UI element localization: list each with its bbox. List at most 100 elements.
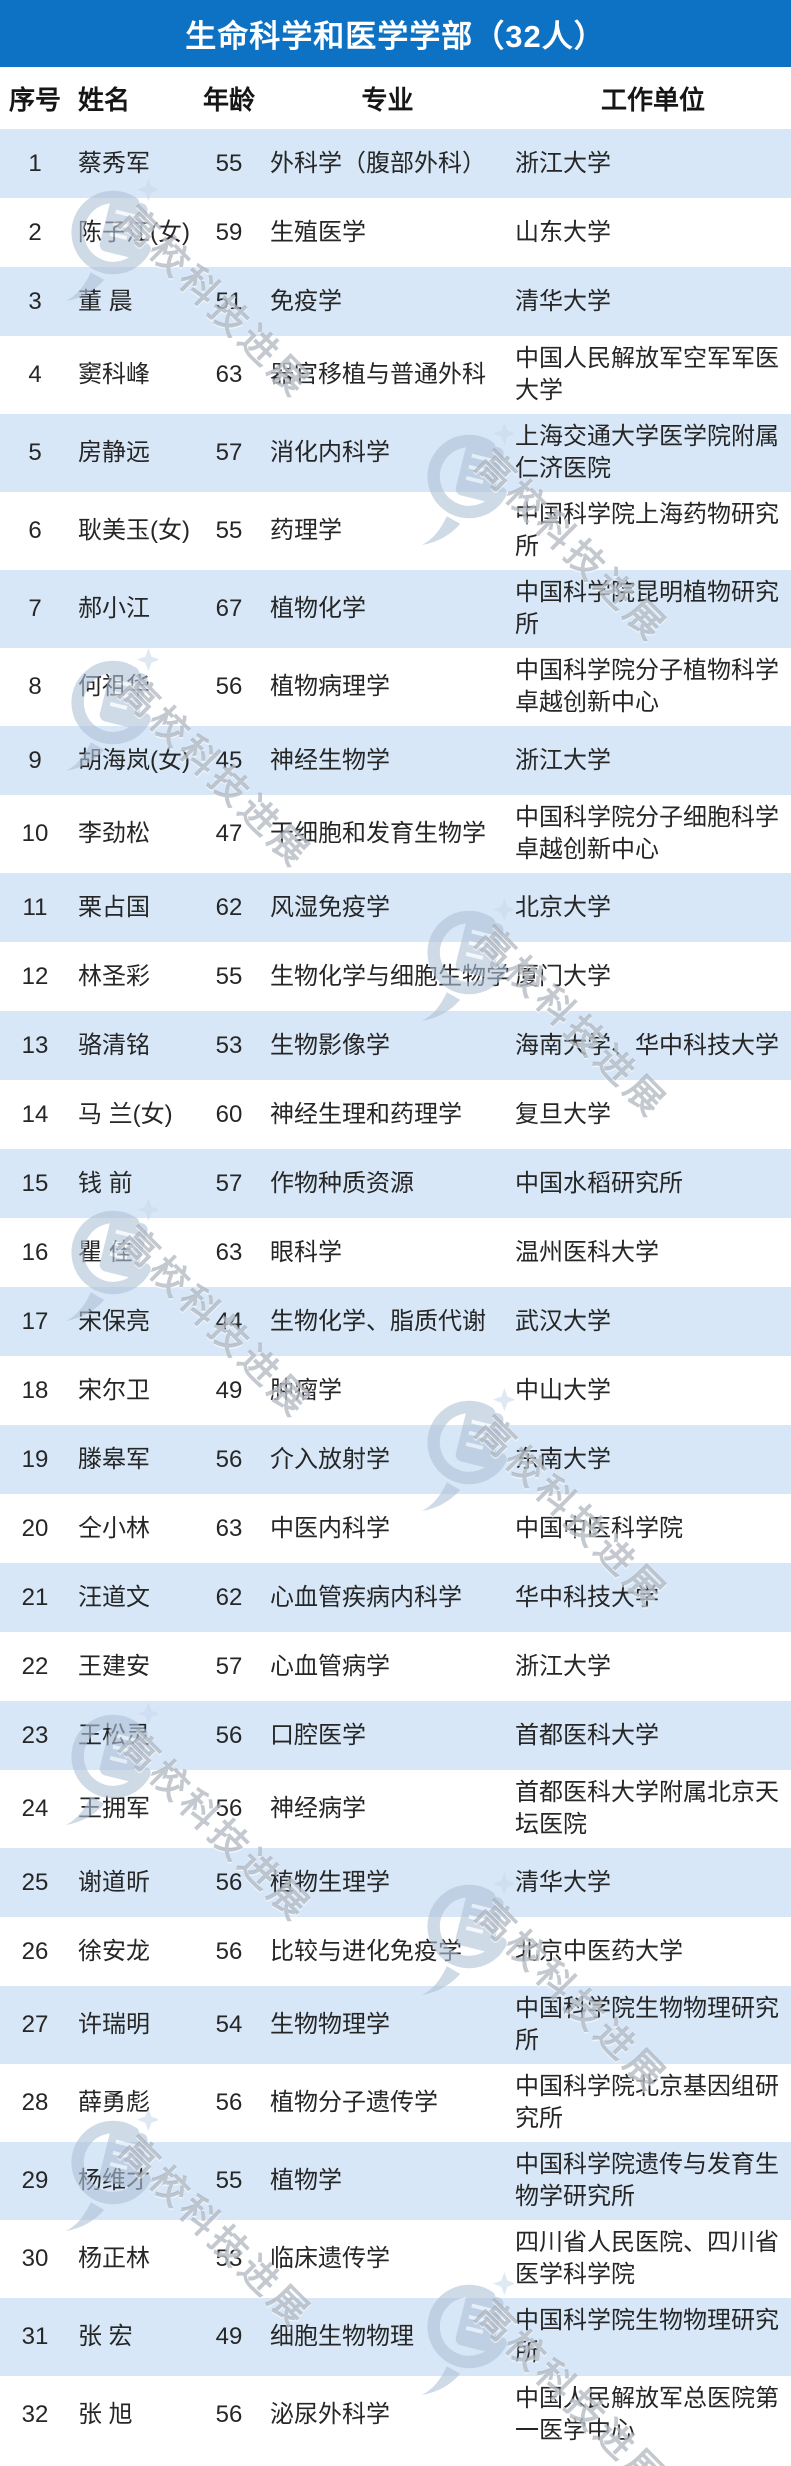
cell-no: 23 bbox=[21, 1721, 49, 1749]
cell-name: 马 兰(女) bbox=[78, 1100, 173, 1128]
cell-org: 中国科学院上海药物研究所 bbox=[515, 501, 779, 560]
cell-org: 厦门大学 bbox=[515, 962, 611, 990]
cell-org: 东南大学 bbox=[515, 1445, 611, 1473]
cell-age: 56 bbox=[215, 1937, 243, 1965]
cell-no: 14 bbox=[21, 1100, 49, 1128]
cell-name: 张 宏 bbox=[78, 2323, 133, 2350]
cell-no: 22 bbox=[21, 1652, 49, 1680]
cell-major: 心血管疾病内科学 bbox=[270, 1583, 462, 1611]
table-row: 22 王建安 57 心血管病学 浙江大学 bbox=[0, 1632, 791, 1701]
cell-age: 56 bbox=[215, 1721, 243, 1749]
cell-org: 中国科学院生物物理研究所 bbox=[515, 1995, 779, 2054]
cell-major: 心血管病学 bbox=[270, 1652, 390, 1680]
cell-age: 57 bbox=[215, 1652, 243, 1680]
cell-age: 51 bbox=[215, 287, 243, 315]
cell-no: 26 bbox=[21, 1937, 49, 1965]
cell-name: 宋保亮 bbox=[78, 1307, 150, 1335]
section-header: 生命科学和医学学部（32人） bbox=[0, 0, 791, 67]
cell-no: 31 bbox=[21, 2323, 49, 2350]
cell-name: 李劲松 bbox=[78, 820, 150, 847]
cell-org: 中国中医科学院 bbox=[515, 1514, 683, 1542]
cell-no: 4 bbox=[28, 361, 42, 388]
table-row: 23 王松灵 56 口腔医学 首都医科大学 bbox=[0, 1701, 791, 1770]
cell-no: 29 bbox=[21, 2167, 49, 2194]
cell-name: 何祖华 bbox=[78, 673, 150, 700]
cell-org: 华中科技大学 bbox=[515, 1583, 659, 1611]
cell-age: 56 bbox=[215, 673, 243, 700]
cell-no: 5 bbox=[28, 439, 42, 466]
table-row: 26 徐安龙 56 比较与进化免疫学 北京中医药大学 bbox=[0, 1917, 791, 1986]
cell-age: 56 bbox=[215, 2401, 243, 2428]
cell-name: 窦科峰 bbox=[78, 361, 150, 388]
cell-no: 21 bbox=[21, 1583, 49, 1611]
cell-age: 57 bbox=[215, 439, 243, 466]
cell-name: 林圣彩 bbox=[78, 962, 150, 990]
cell-org: 中国科学院昆明植物研究所 bbox=[515, 579, 779, 638]
cell-org: 中国科学院北京基因组研究所 bbox=[515, 2073, 779, 2132]
cell-major: 植物病理学 bbox=[270, 673, 390, 700]
cell-age: 53 bbox=[215, 1031, 243, 1059]
cell-age: 60 bbox=[215, 1100, 243, 1128]
cell-name: 许瑞明 bbox=[78, 2011, 150, 2038]
cell-name: 耿美玉(女) bbox=[78, 517, 190, 544]
cell-major: 作物种质资源 bbox=[270, 1169, 414, 1197]
cell-org: 首都医科大学 bbox=[515, 1721, 659, 1749]
cell-no: 6 bbox=[28, 517, 42, 544]
cell-major: 细胞生物物理 bbox=[270, 2323, 414, 2350]
table-row: 27 许瑞明 54 生物物理学 中国科学院生物物理研究所 bbox=[0, 1986, 791, 2064]
cell-name: 薛勇彪 bbox=[78, 2089, 150, 2116]
cell-major: 生物化学、脂质代谢 bbox=[270, 1307, 486, 1335]
table-row: 30 杨正林 53 临床遗传学 四川省人民医院、四川省医学科学院 bbox=[0, 2220, 791, 2298]
cell-major: 消化内科学 bbox=[270, 439, 390, 466]
cell-major: 植物化学 bbox=[270, 595, 366, 622]
cell-name: 仝小林 bbox=[78, 1514, 150, 1542]
cell-major: 生物化学与细胞生物学 bbox=[270, 962, 510, 990]
cell-org: 浙江大学 bbox=[515, 1652, 611, 1680]
cell-major: 干细胞和发育生物学 bbox=[270, 820, 486, 847]
cell-name: 杨维才 bbox=[78, 2167, 150, 2194]
table-row: 28 薛勇彪 56 植物分子遗传学 中国科学院北京基因组研究所 bbox=[0, 2064, 791, 2142]
cell-org: 中国水稻研究所 bbox=[515, 1169, 683, 1197]
cell-age: 63 bbox=[215, 361, 243, 388]
table-row: 4 窦科峰 63 器官移植与普通外科 中国人民解放军空军军医大学 bbox=[0, 336, 791, 414]
cell-age: 44 bbox=[215, 1307, 243, 1335]
table-row: 1 蔡秀军 55 外科学（腹部外科） 浙江大学 bbox=[0, 129, 791, 198]
cell-name: 郝小江 bbox=[78, 595, 150, 622]
cell-major: 生殖医学 bbox=[270, 218, 366, 246]
cell-age: 56 bbox=[215, 1795, 243, 1822]
cell-no: 32 bbox=[21, 2401, 49, 2428]
cell-org: 中国科学院生物物理研究所 bbox=[515, 2307, 779, 2366]
table-row: 24 王拥军 56 神经病学 首都医科大学附属北京天坛医院 bbox=[0, 1770, 791, 1848]
table-row: 12 林圣彩 55 生物化学与细胞生物学 厦门大学 bbox=[0, 942, 791, 1011]
cell-org: 四川省人民医院、四川省医学科学院 bbox=[515, 2229, 779, 2288]
cell-name: 杨正林 bbox=[78, 2245, 150, 2272]
cell-age: 55 bbox=[215, 962, 243, 990]
cell-age: 53 bbox=[215, 2245, 243, 2272]
cell-name: 王拥军 bbox=[78, 1795, 150, 1822]
cell-age: 47 bbox=[215, 820, 243, 847]
cell-no: 15 bbox=[21, 1169, 49, 1197]
cell-name: 宋尔卫 bbox=[78, 1376, 150, 1404]
cell-age: 67 bbox=[215, 595, 243, 622]
cell-name: 栗占国 bbox=[78, 893, 150, 921]
cell-org: 中国科学院分子植物科学卓越创新中心 bbox=[515, 657, 779, 716]
column-header-name: 姓名 bbox=[78, 84, 131, 115]
table-row: 8 何祖华 56 植物病理学 中国科学院分子植物科学卓越创新中心 bbox=[0, 648, 791, 726]
section-title: 生命科学和医学学部（32人） bbox=[185, 19, 606, 54]
cell-major: 生物物理学 bbox=[270, 2011, 390, 2038]
cell-major: 免疫学 bbox=[270, 287, 342, 315]
cell-org: 浙江大学 bbox=[515, 149, 611, 177]
cell-name: 蔡秀军 bbox=[78, 149, 150, 177]
cell-no: 20 bbox=[21, 1514, 49, 1542]
cell-name: 徐安龙 bbox=[78, 1937, 150, 1965]
cell-major: 中医内科学 bbox=[270, 1514, 390, 1542]
cell-age: 63 bbox=[215, 1238, 243, 1266]
cell-name: 汪道文 bbox=[78, 1583, 150, 1611]
cell-major: 泌尿外科学 bbox=[270, 2401, 390, 2428]
table-row: 29 杨维才 55 植物学 中国科学院遗传与发育生物学研究所 bbox=[0, 2142, 791, 2220]
table-row: 10 李劲松 47 干细胞和发育生物学 中国科学院分子细胞科学卓越创新中心 bbox=[0, 795, 791, 873]
cell-org: 中国科学院遗传与发育生物学研究所 bbox=[515, 2151, 779, 2210]
column-header-major: 专业 bbox=[361, 84, 414, 115]
cell-major: 比较与进化免疫学 bbox=[270, 1937, 462, 1965]
